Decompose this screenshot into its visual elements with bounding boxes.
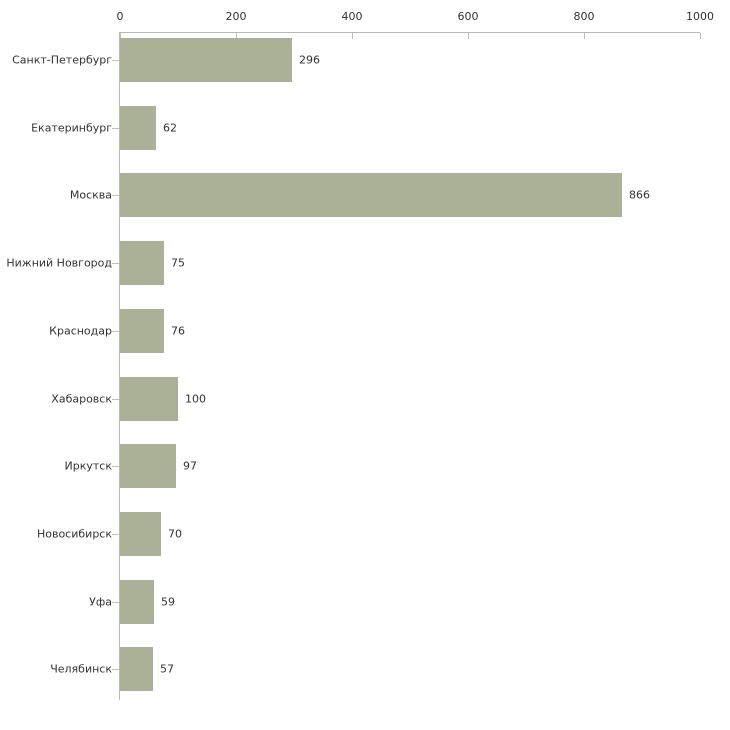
- category-label: Хабаровск: [51, 392, 112, 405]
- value-label: 59: [161, 595, 175, 609]
- x-tick-label: 0: [116, 10, 124, 23]
- category-label: Новосибирск: [36, 527, 112, 541]
- value-label: 866: [629, 188, 650, 202]
- bar: [120, 38, 292, 82]
- value-label: 70: [168, 527, 182, 541]
- category-label: Санкт-Петербург: [12, 53, 112, 67]
- x-tick-label: 200: [225, 10, 247, 23]
- value-label: 97: [183, 459, 197, 473]
- category-label: Иркутск: [64, 459, 112, 473]
- y-axis-line: [119, 32, 120, 700]
- category-tick-mark: [112, 331, 119, 332]
- x-tick-label: 800: [573, 10, 595, 23]
- category-tick-mark: [112, 466, 119, 467]
- x-tick-label: 600: [457, 10, 479, 23]
- category-tick-mark: [112, 263, 119, 264]
- bar: [120, 512, 161, 556]
- category-tick-mark: [112, 60, 119, 61]
- bar: [120, 580, 154, 624]
- x-tick-mark: [584, 33, 585, 39]
- bar: [120, 309, 164, 353]
- x-tick-mark: [236, 33, 237, 39]
- bar: [120, 106, 156, 150]
- value-label: 57: [160, 662, 174, 676]
- category-label: Уфа: [89, 595, 112, 609]
- bar: [120, 444, 176, 488]
- value-label: 76: [171, 324, 185, 338]
- bar: [120, 241, 164, 285]
- x-tick-mark: [120, 33, 121, 39]
- category-label: Челябинск: [50, 662, 112, 676]
- category-label: Нижний Новгород: [6, 256, 112, 270]
- category-label: Москва: [69, 188, 112, 202]
- bar: [120, 647, 153, 691]
- bar: [120, 377, 178, 421]
- category-tick-mark: [112, 399, 119, 400]
- x-tick-label: 1000: [686, 10, 714, 23]
- x-tick-mark: [700, 33, 701, 39]
- bar: [120, 173, 622, 217]
- x-tick-label: 400: [341, 10, 363, 23]
- category-tick-mark: [112, 128, 119, 129]
- category-tick-mark: [112, 195, 119, 196]
- category-tick-mark: [112, 669, 119, 670]
- x-axis-line: [120, 32, 700, 33]
- value-label: 296: [299, 53, 320, 67]
- value-label: 62: [163, 121, 177, 135]
- category-label: Краснодар: [49, 324, 112, 338]
- value-label: 100: [185, 392, 206, 405]
- x-tick-mark: [352, 33, 353, 39]
- category-tick-mark: [112, 534, 119, 535]
- category-tick-mark: [112, 602, 119, 603]
- category-label: Екатеринбург: [31, 121, 112, 135]
- x-tick-mark: [468, 33, 469, 39]
- value-label: 75: [171, 256, 185, 270]
